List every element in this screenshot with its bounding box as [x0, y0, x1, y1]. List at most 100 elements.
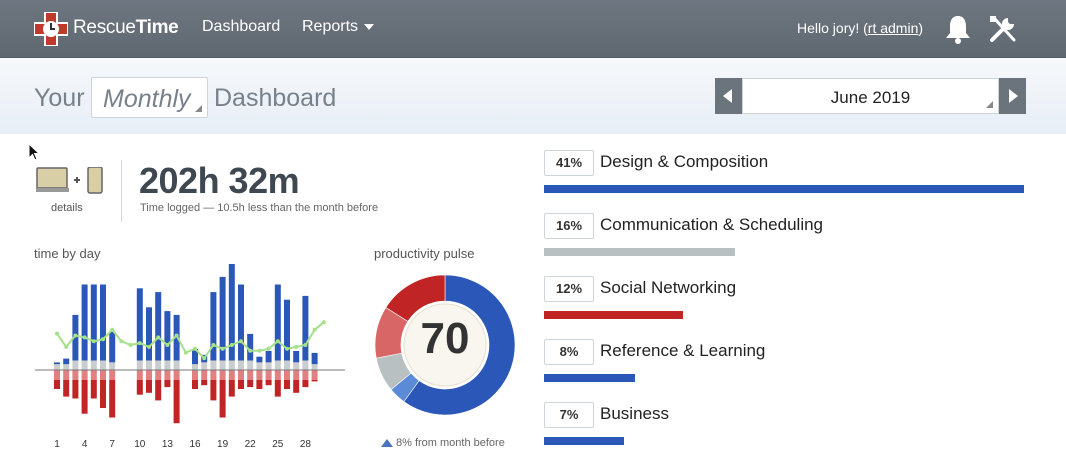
category-name[interactable]: Communication & Scheduling — [600, 215, 824, 234]
distracting-bar[interactable] — [274, 380, 281, 397]
productive-bar[interactable] — [238, 284, 244, 361]
distracting-light-bar[interactable] — [238, 370, 244, 380]
neutral-bar[interactable] — [109, 362, 116, 370]
distracting-light-bar[interactable] — [302, 370, 309, 380]
productive-bar[interactable] — [63, 358, 70, 365]
distracting-bar[interactable] — [201, 380, 208, 386]
distracting-bar[interactable] — [72, 380, 79, 399]
neutral-bar[interactable] — [302, 360, 309, 371]
neutral-bar[interactable] — [265, 362, 272, 370]
distracting-light-bar[interactable] — [81, 370, 88, 380]
details-link[interactable]: details — [51, 202, 83, 214]
neutral-bar[interactable] — [210, 360, 217, 371]
distracting-bar[interactable] — [192, 380, 198, 389]
distracting-bar[interactable] — [238, 380, 244, 389]
distracting-bar[interactable] — [164, 380, 171, 388]
productive-bar[interactable] — [256, 356, 263, 363]
productive-bar[interactable] — [100, 284, 106, 361]
productivity-pulse-donut[interactable] — [372, 272, 518, 418]
neutral-bar[interactable] — [90, 360, 97, 371]
productive-bar[interactable] — [302, 295, 309, 361]
distracting-bar[interactable] — [54, 380, 60, 389]
distracting-bar[interactable] — [228, 380, 235, 397]
distracting-light-bar[interactable] — [100, 370, 106, 380]
nav-dashboard[interactable]: Dashboard — [202, 18, 281, 35]
distracting-light-bar[interactable] — [311, 370, 318, 380]
neutral-bar[interactable] — [155, 360, 162, 371]
category-row[interactable]: 16% Communication & Scheduling — [544, 213, 1026, 263]
distracting-light-bar[interactable] — [54, 370, 60, 380]
neutral-bar[interactable] — [274, 360, 281, 371]
productive-bar[interactable] — [90, 284, 97, 361]
neutral-bar[interactable] — [293, 362, 300, 370]
distracting-light-bar[interactable] — [173, 370, 180, 380]
neutral-bar[interactable] — [136, 360, 143, 371]
neutral-bar[interactable] — [146, 360, 152, 371]
date-picker-field[interactable]: June 2019 — [742, 78, 999, 114]
distracting-bar[interactable] — [311, 380, 318, 382]
distracting-light-bar[interactable] — [192, 370, 198, 380]
neutral-bar[interactable] — [256, 362, 263, 370]
distracting-bar[interactable] — [136, 380, 143, 395]
neutral-bar[interactable] — [164, 360, 171, 371]
distracting-bar[interactable] — [302, 380, 309, 388]
distracting-light-bar[interactable] — [210, 370, 217, 380]
productive-bar[interactable] — [164, 311, 171, 361]
productive-bar[interactable] — [146, 307, 152, 361]
distracting-bar[interactable] — [210, 380, 217, 401]
neutral-bar[interactable] — [192, 364, 198, 370]
distracting-bar[interactable] — [247, 380, 254, 388]
distracting-bar[interactable] — [293, 380, 300, 393]
productive-bar[interactable] — [274, 284, 281, 361]
category-row[interactable]: 8% Reference & Learning — [544, 339, 1026, 389]
distracting-bar[interactable] — [155, 380, 162, 401]
neutral-bar[interactable] — [228, 360, 235, 371]
neutral-bar[interactable] — [219, 360, 226, 371]
neutral-bar[interactable] — [72, 360, 79, 371]
next-period-button[interactable] — [999, 78, 1026, 114]
distracting-light-bar[interactable] — [109, 370, 116, 380]
bell-icon[interactable] — [944, 14, 972, 44]
neutral-bar[interactable] — [63, 364, 70, 370]
distracting-light-bar[interactable] — [219, 370, 226, 380]
distracting-light-bar[interactable] — [274, 370, 281, 380]
distracting-bar[interactable] — [173, 380, 180, 424]
productive-bar[interactable] — [293, 351, 300, 363]
productive-bar[interactable] — [54, 362, 60, 365]
distracting-bar[interactable] — [265, 380, 272, 386]
neutral-bar[interactable] — [100, 360, 106, 371]
productive-bar[interactable] — [72, 314, 79, 361]
distracting-light-bar[interactable] — [72, 370, 79, 380]
neutral-bar[interactable] — [247, 360, 254, 371]
category-row[interactable]: 7% Business — [544, 402, 1026, 452]
neutral-bar[interactable] — [284, 360, 290, 371]
distracting-bar[interactable] — [81, 380, 88, 414]
neutral-bar[interactable] — [54, 364, 60, 370]
distracting-light-bar[interactable] — [293, 370, 300, 380]
distracting-bar[interactable] — [90, 380, 97, 399]
productive-bar[interactable] — [109, 332, 116, 363]
neutral-bar[interactable] — [201, 362, 208, 370]
distracting-light-bar[interactable] — [146, 370, 152, 380]
distracting-bar[interactable] — [109, 380, 116, 418]
distracting-light-bar[interactable] — [256, 370, 263, 380]
nav-reports-menu[interactable]: Reports — [302, 18, 375, 36]
previous-period-button[interactable] — [715, 78, 742, 114]
neutral-bar[interactable] — [81, 360, 88, 371]
category-row[interactable]: 41% Design & Composition — [544, 150, 1026, 200]
distracting-light-bar[interactable] — [63, 370, 70, 380]
distracting-light-bar[interactable] — [201, 370, 208, 380]
productive-bar[interactable] — [173, 314, 180, 361]
rescuetime-logo-icon[interactable] — [34, 12, 68, 46]
category-row[interactable]: 12% Social Networking — [544, 276, 1026, 326]
distracting-bar[interactable] — [256, 380, 263, 389]
logo-wordmark[interactable]: RescueTime — [73, 17, 179, 38]
neutral-bar[interactable] — [311, 364, 318, 370]
distracting-bar[interactable] — [100, 380, 106, 408]
productive-bar[interactable] — [265, 351, 272, 363]
neutral-bar[interactable] — [238, 360, 244, 371]
pulse-segment[interactable] — [403, 274, 516, 416]
productive-bar[interactable] — [311, 352, 318, 365]
distracting-light-bar[interactable] — [247, 370, 254, 380]
productive-bar[interactable] — [155, 292, 162, 361]
